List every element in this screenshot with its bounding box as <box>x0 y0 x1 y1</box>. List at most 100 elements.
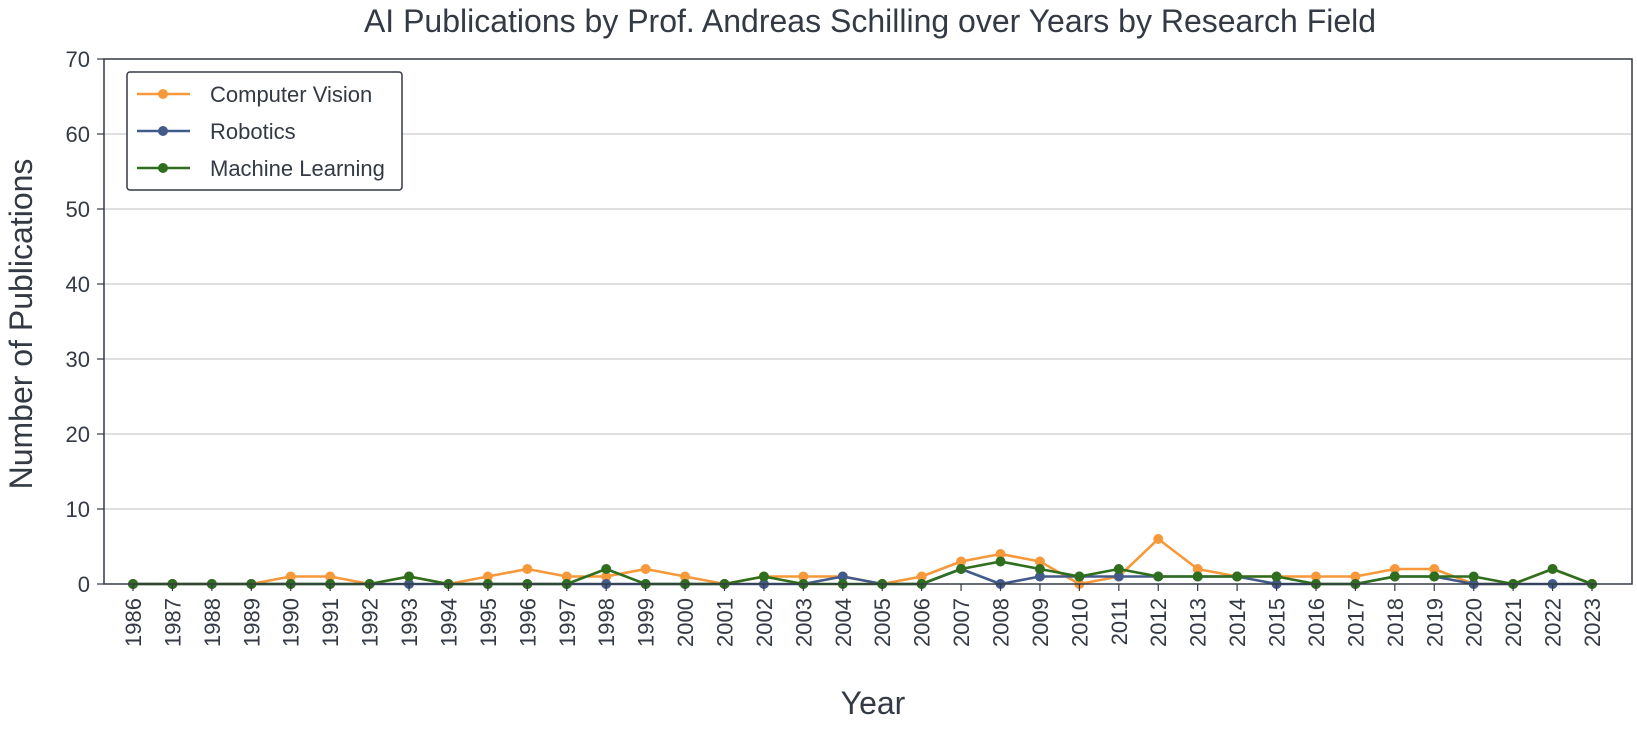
x-tick-label: 1996 <box>515 598 540 647</box>
x-tick-label: 2003 <box>791 598 816 647</box>
data-point <box>1113 564 1124 574</box>
x-tick-label: 2014 <box>1225 598 1250 647</box>
y-tick-label: 50 <box>66 197 90 222</box>
x-tick-label: 1999 <box>634 598 659 647</box>
x-tick-label: 2004 <box>831 598 856 647</box>
legend-item: Robotics <box>137 119 296 144</box>
data-point <box>995 549 1006 559</box>
x-tick-label: 1987 <box>160 598 185 647</box>
x-tick-label: 1992 <box>358 598 383 647</box>
chart-title: AI Publications by Prof. Andreas Schilli… <box>364 3 1376 39</box>
series-group <box>128 534 1597 589</box>
data-point <box>1429 571 1440 582</box>
data-point <box>1389 571 1400 582</box>
x-tick-label: 2012 <box>1146 598 1171 647</box>
legend-item: Machine Learning <box>137 156 385 181</box>
data-point <box>1034 556 1045 567</box>
legend-swatch-marker <box>158 126 168 136</box>
data-point <box>1350 571 1361 582</box>
x-tick-label: 2015 <box>1265 598 1290 647</box>
data-point <box>1113 571 1124 582</box>
data-point <box>482 571 493 582</box>
x-tick-label: 2017 <box>1343 598 1368 647</box>
y-axis-title: Number of Publications <box>3 159 39 490</box>
data-point <box>1034 564 1045 574</box>
legend-label: Computer Vision <box>210 82 372 107</box>
x-tick-label: 2021 <box>1501 598 1526 647</box>
data-point <box>404 571 415 582</box>
data-point <box>758 571 769 582</box>
data-point <box>285 571 296 582</box>
x-tick-label: 2020 <box>1462 598 1487 647</box>
data-point <box>640 564 651 574</box>
data-point <box>325 571 336 582</box>
plot-area-frame <box>103 58 1633 585</box>
data-point <box>601 564 612 574</box>
data-point <box>680 571 691 582</box>
x-tick-label: 1991 <box>318 598 343 647</box>
axes: 0 10 20 30 40 50 60 70 1986 1987 1988 1989 1990 1991 1… <box>66 47 1605 647</box>
x-tick-label: 2019 <box>1422 598 1447 647</box>
x-tick-label: 1997 <box>555 598 580 647</box>
y-tick-label: 70 <box>66 47 90 72</box>
data-point <box>1074 571 1085 582</box>
x-tick-label: 2008 <box>989 598 1014 647</box>
x-tick-label: 2006 <box>910 598 935 647</box>
x-tick-label: 2011 <box>1107 598 1132 645</box>
data-point <box>1389 564 1400 574</box>
x-tick-label: 1990 <box>279 598 304 647</box>
x-tick-label: 1993 <box>397 598 422 647</box>
y-tick-label: 10 <box>66 497 90 522</box>
legend-label: Machine Learning <box>210 156 385 181</box>
data-point <box>1034 571 1045 582</box>
x-tick-label: 2002 <box>752 598 777 647</box>
data-point <box>561 571 572 582</box>
data-point <box>995 556 1006 567</box>
x-tick-label: 1988 <box>200 598 225 647</box>
x-tick-label: 2022 <box>1541 598 1566 647</box>
data-point <box>1271 571 1282 582</box>
data-point <box>1192 564 1203 574</box>
x-tick-label: 2010 <box>1067 598 1092 647</box>
data-point <box>798 571 809 582</box>
y-tick-label: 30 <box>66 347 90 372</box>
data-point <box>1232 571 1243 582</box>
x-tick-label: 2023 <box>1580 598 1605 647</box>
legend-label: Robotics <box>210 119 296 144</box>
legend-swatch-marker <box>158 89 168 99</box>
x-tick-label: 1989 <box>239 598 264 647</box>
data-point <box>956 556 967 567</box>
series-line <box>133 537 1593 586</box>
data-point <box>1429 564 1440 574</box>
data-point <box>601 571 612 582</box>
y-tick-label: 0 <box>78 572 90 597</box>
data-point <box>1153 534 1164 544</box>
x-tick-label: 1994 <box>436 598 461 647</box>
data-point <box>1153 571 1164 582</box>
x-tick-label: 1986 <box>121 598 146 647</box>
y-tick-label: 60 <box>66 122 90 147</box>
x-tick-label: 1995 <box>476 598 501 647</box>
y-tick-label: 20 <box>66 422 90 447</box>
x-tick-label: 2000 <box>673 598 698 647</box>
data-point <box>916 571 927 582</box>
x-tick-label: 2009 <box>1028 598 1053 647</box>
data-point <box>1192 571 1203 582</box>
data-point <box>837 571 848 582</box>
x-tick-label: 2016 <box>1304 598 1329 647</box>
x-tick-label: 1998 <box>594 598 619 647</box>
x-tick-label: 2018 <box>1383 598 1408 647</box>
legend-swatch-marker <box>158 163 168 173</box>
legend-item: Computer Vision <box>137 82 372 107</box>
x-tick-label: 2013 <box>1186 598 1211 647</box>
x-tick-label: 2005 <box>870 598 895 647</box>
data-point <box>956 564 967 574</box>
legend-box <box>126 71 403 191</box>
x-axis-title: Year <box>841 685 906 721</box>
data-point <box>1547 564 1558 574</box>
legend: Computer Vision Robotics Machine Learning <box>126 71 403 191</box>
x-tick-label: 2001 <box>712 598 737 647</box>
data-point <box>1468 571 1479 582</box>
